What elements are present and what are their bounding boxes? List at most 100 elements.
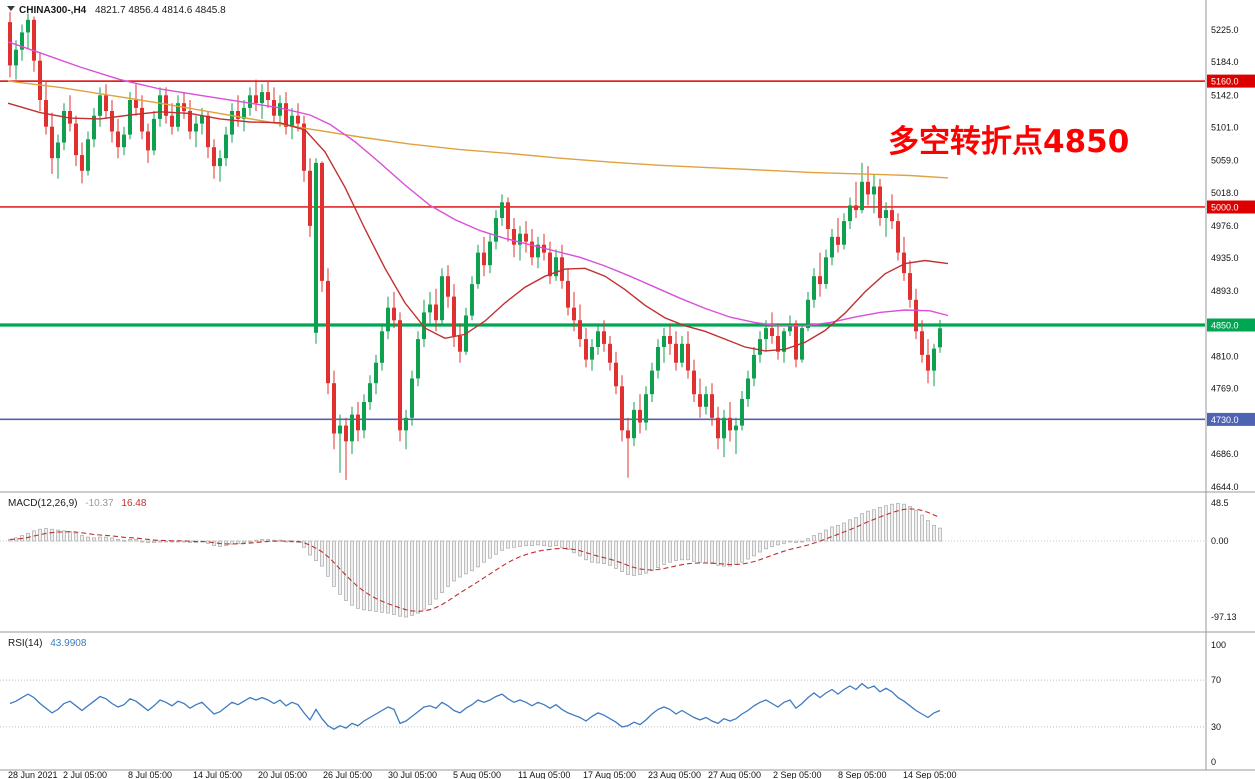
macd-bar <box>854 517 858 542</box>
macd-bar <box>662 540 666 565</box>
candle-body <box>596 331 600 347</box>
candle-body <box>926 354 930 371</box>
macd-bar <box>638 540 642 576</box>
ma-medium-magenta <box>7 41 949 327</box>
macd-bar <box>674 540 678 561</box>
candle-body <box>386 307 390 332</box>
candle-body <box>548 252 552 277</box>
macd-bar <box>470 540 474 572</box>
macd-bar <box>794 540 798 543</box>
ma-fast-red <box>7 102 949 352</box>
macd-bar <box>104 536 108 542</box>
price-axis-label: 4769.0 <box>1211 384 1239 394</box>
macd-bar <box>38 528 42 542</box>
window-menu-icon[interactable] <box>7 6 15 11</box>
candle-body <box>134 100 138 108</box>
macd-bar <box>650 540 654 572</box>
macd-bar <box>848 519 852 542</box>
candle-body <box>818 276 822 285</box>
candle-body <box>692 370 696 395</box>
candle-body <box>272 100 276 116</box>
candle-body <box>770 328 774 336</box>
macd-bar <box>932 524 936 542</box>
macd-bar <box>734 540 738 565</box>
candle-body <box>824 257 828 284</box>
price-badge <box>1207 318 1255 332</box>
annotation-text[interactable]: 多空转折点4850 <box>888 124 1129 160</box>
macd-bar <box>818 532 822 542</box>
candle-body <box>602 331 606 344</box>
candle-body <box>206 115 210 148</box>
candle-body <box>296 115 300 124</box>
candle-body <box>524 233 528 242</box>
candle-body <box>716 417 720 439</box>
candle-body <box>452 296 456 336</box>
price-badge-label: 5160.0 <box>1211 77 1239 87</box>
candle-body <box>446 276 450 297</box>
time-axis-label: 27 Aug 05:00 <box>708 770 761 779</box>
macd-bar <box>482 540 486 563</box>
time-axis-label: 20 Jul 05:00 <box>258 770 307 779</box>
macd-bar <box>788 540 792 543</box>
candle-body <box>554 257 558 277</box>
macd-bar <box>824 529 828 542</box>
macd-bar <box>776 540 780 546</box>
candle-body <box>338 425 342 434</box>
candle-body <box>656 347 660 371</box>
candle-body <box>116 131 120 148</box>
macd-bar <box>308 540 312 556</box>
macd-bar <box>704 540 708 564</box>
macd-bar <box>266 539 270 542</box>
macd-bar <box>938 527 942 542</box>
macd-bar <box>458 540 462 578</box>
macd-bar <box>134 539 138 542</box>
macd-bar <box>188 540 192 543</box>
macd-bar <box>632 540 636 576</box>
macd-bar <box>680 540 684 561</box>
macd-bar <box>812 535 816 542</box>
candle-body <box>224 134 228 159</box>
time-axis-label: 14 Sep 05:00 <box>903 770 957 779</box>
symbol-period-label: CHINA300-,H4 <box>19 5 87 16</box>
macd-bar <box>44 528 48 542</box>
candle-body <box>284 103 288 127</box>
candle-body <box>176 103 180 127</box>
candle-body <box>374 362 378 384</box>
macd-bar <box>374 540 378 612</box>
candle-body <box>860 181 864 211</box>
macd-bar <box>764 540 768 550</box>
candle-body <box>734 425 738 431</box>
candle-body <box>146 131 150 151</box>
candle-body <box>158 95 162 119</box>
candle-body <box>380 331 384 363</box>
time-axis-label: 28 Jun 2021 <box>8 770 58 779</box>
candle-body <box>806 299 810 329</box>
macd-bar <box>476 540 480 568</box>
price-badge-label: 4730.0 <box>1211 415 1239 425</box>
macd-bar <box>920 514 924 542</box>
rsi-label: RSI(14) 43.9908 <box>8 638 87 649</box>
candle-body <box>110 111 114 132</box>
time-axis-label: 11 Aug 05:00 <box>518 770 570 779</box>
macd-bar <box>518 540 522 547</box>
candle-body <box>254 95 258 104</box>
macd-bar <box>896 503 900 542</box>
macd-bar <box>800 540 804 543</box>
macd-bar <box>506 540 510 549</box>
candle-body <box>638 409 642 423</box>
macd-bar <box>728 540 732 567</box>
candle-body <box>560 257 564 281</box>
candle-body <box>8 22 12 66</box>
candle-body <box>908 273 912 300</box>
price-axis-label: 5101.0 <box>1211 123 1239 133</box>
macd-bar <box>398 540 402 617</box>
time-axis-label: 14 Jul 05:00 <box>193 770 242 779</box>
macd-bar <box>326 540 330 577</box>
candle-body <box>758 339 762 355</box>
candle-body <box>572 307 576 321</box>
macd-bar <box>452 540 456 582</box>
candle-body <box>608 343 612 363</box>
macd-bar <box>356 540 360 609</box>
candle-body <box>128 100 132 135</box>
